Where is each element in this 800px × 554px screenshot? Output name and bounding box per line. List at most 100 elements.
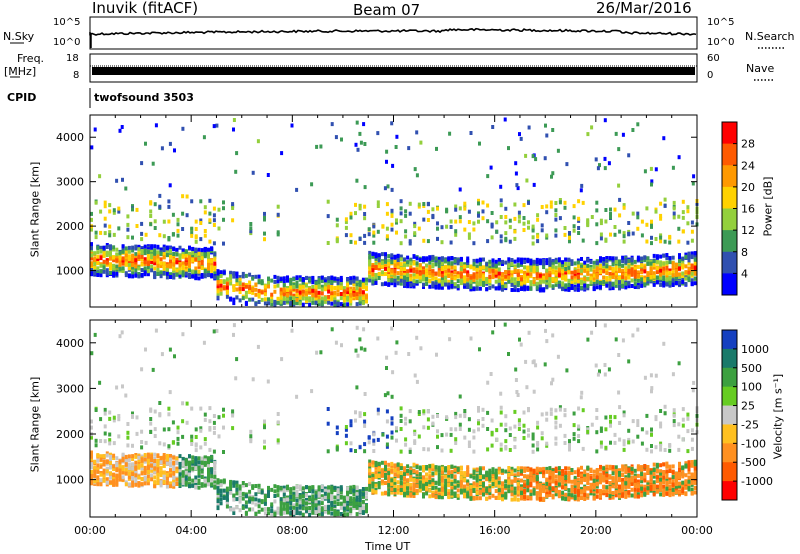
velocity-cell <box>213 466 217 471</box>
power-cell <box>251 297 255 302</box>
power-cell <box>478 271 482 276</box>
power-cell <box>407 146 411 151</box>
velocity-cell <box>213 463 217 468</box>
velocity-cell <box>150 456 154 461</box>
power-cell <box>643 269 647 274</box>
power-cell <box>677 155 681 160</box>
velocity-cell <box>355 498 359 502</box>
velocity-cell <box>260 490 264 495</box>
velocity-cell <box>140 458 144 463</box>
power-cell <box>406 260 410 265</box>
velocity-cell <box>273 484 277 489</box>
power-cell <box>583 286 587 291</box>
velocity-cell <box>188 463 191 468</box>
power-cell <box>371 279 375 284</box>
power-cell <box>501 259 504 264</box>
velocity-cell <box>175 469 179 474</box>
power-cell <box>121 244 125 249</box>
power-cell <box>200 255 204 260</box>
power-cell <box>551 171 555 176</box>
velocity-cell <box>428 475 432 480</box>
velocity-cell <box>137 459 141 464</box>
power-cell <box>173 148 176 153</box>
power-cell <box>212 124 216 129</box>
velocity-cell <box>159 470 163 475</box>
velocity-cell <box>181 479 185 484</box>
velocity-cell <box>292 505 296 510</box>
velocity-cell <box>374 474 378 478</box>
velocity-cell <box>390 478 394 483</box>
velocity-cell <box>115 456 119 461</box>
velocity-cell <box>225 491 229 496</box>
velocity-cell <box>406 493 410 498</box>
power-cell <box>390 222 394 227</box>
power-cell <box>499 234 503 239</box>
power-cell <box>317 276 321 280</box>
velocity-cell <box>118 459 122 464</box>
power-cell <box>497 281 501 286</box>
power-cell <box>558 200 562 205</box>
power-cell <box>317 284 321 289</box>
power-cell <box>263 301 267 306</box>
power-cell <box>472 227 476 232</box>
velocity-cell <box>93 471 97 475</box>
power-cell <box>469 279 473 284</box>
power-cell <box>162 219 166 224</box>
power-cell <box>99 273 103 278</box>
power-cell <box>188 245 191 250</box>
power-cell <box>643 169 647 174</box>
power-cell <box>466 258 470 263</box>
velocity-cell <box>165 472 169 477</box>
nave-tick-bottom: 0 <box>707 70 714 81</box>
velocity-cell <box>153 475 157 480</box>
power-cell <box>404 229 408 234</box>
velocity-cell <box>235 491 239 496</box>
power-cell <box>295 275 299 280</box>
power-cell <box>151 161 155 166</box>
velocity-cell <box>118 472 122 477</box>
power-cell <box>527 220 530 225</box>
power-cell <box>330 276 334 281</box>
power-cell <box>523 271 527 276</box>
velocity-cell <box>197 460 201 465</box>
velocity-cell <box>352 498 356 503</box>
velocity-cell <box>279 501 283 505</box>
nsky-tick-top: 10^5 <box>53 17 81 28</box>
power-cell <box>576 275 580 280</box>
power-cell <box>481 216 485 221</box>
velocity-cell <box>169 481 172 486</box>
power-cell <box>494 279 498 284</box>
velocity-cell <box>412 485 416 490</box>
power-cell <box>592 269 596 274</box>
velocity-cell <box>418 484 422 489</box>
power-cell <box>536 217 540 222</box>
power-cell <box>355 282 359 287</box>
power-cell <box>520 262 523 267</box>
power-cell <box>554 213 558 217</box>
velocity-cell <box>317 505 321 510</box>
power-cell <box>467 232 471 237</box>
power-cell <box>482 265 485 270</box>
velocity-cell <box>425 491 429 496</box>
power-cell <box>94 230 98 235</box>
power-cell <box>103 216 107 221</box>
power-cell <box>573 280 577 285</box>
power-cell <box>327 298 331 302</box>
power-cell <box>466 256 470 261</box>
power-cell <box>127 259 131 264</box>
power-cell <box>143 251 147 256</box>
power-cell <box>437 272 441 277</box>
power-cell <box>99 245 103 250</box>
power-cell <box>621 273 625 278</box>
power-cell <box>365 277 368 282</box>
power-cell <box>523 260 527 264</box>
power-cell <box>270 299 274 304</box>
power-cell <box>349 211 353 216</box>
power-cell <box>488 264 492 269</box>
power-cell <box>636 215 640 220</box>
power-cell <box>686 209 690 214</box>
velocity-cell <box>352 502 356 507</box>
power-cell <box>311 285 315 289</box>
power-cell <box>105 271 109 276</box>
velocity-cell <box>333 485 337 490</box>
